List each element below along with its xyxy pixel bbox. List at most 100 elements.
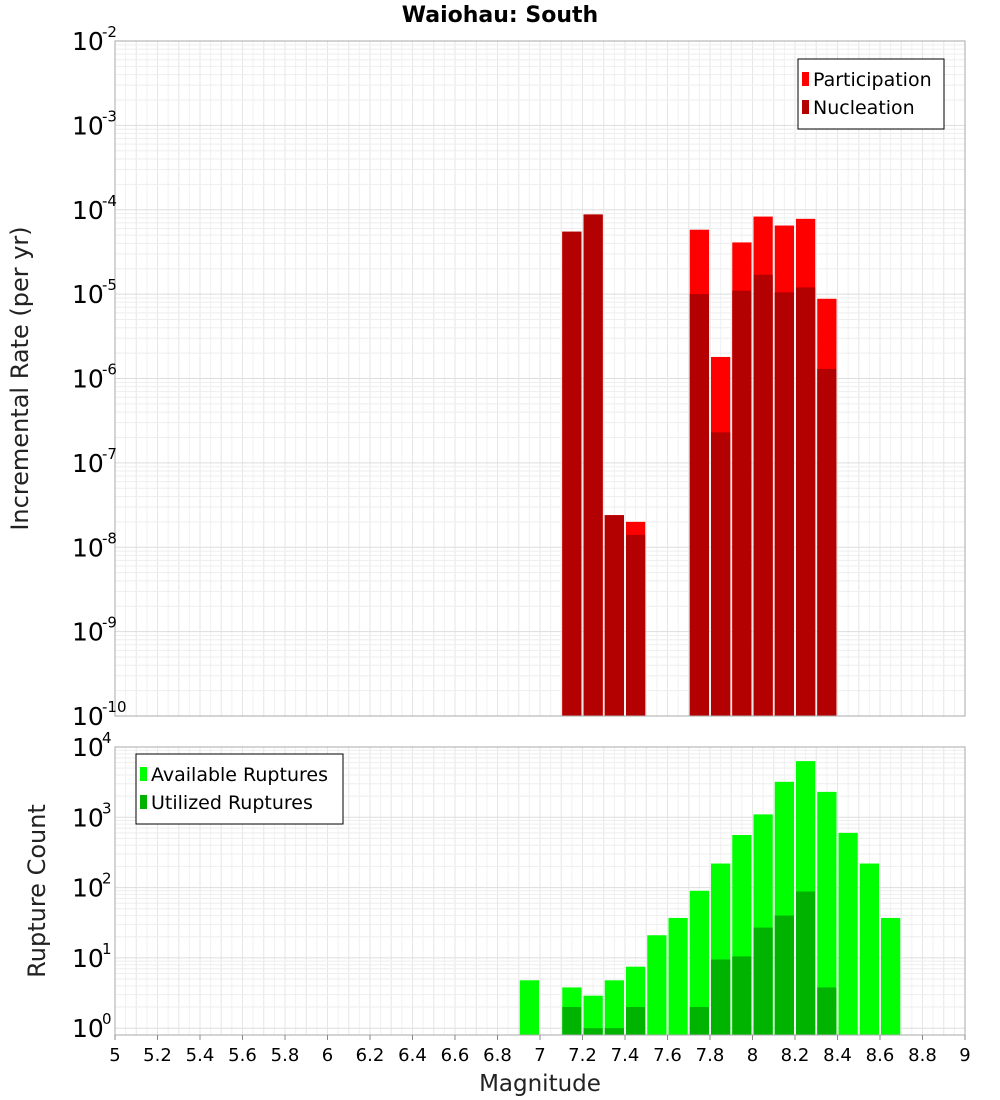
x-tick-label: 8.8 [908, 1045, 937, 1066]
top-bars [562, 214, 837, 717]
top-plot-frame [114, 40, 966, 717]
y-tick-label: 10 [72, 733, 104, 762]
y-tick-label: 10 [72, 618, 104, 647]
y-tick-exponent: -10 [102, 698, 127, 716]
bar-utilized-ruptures [796, 891, 816, 1035]
bar-available-ruptures [647, 935, 667, 1035]
chart-title: Waiohau: South [402, 3, 598, 28]
x-tick-label: 7 [534, 1045, 545, 1066]
bar-available-ruptures [881, 917, 901, 1035]
bar-nucleation [626, 534, 646, 716]
legend-swatch [140, 795, 147, 809]
y-tick-exponent: -2 [102, 23, 117, 41]
y-tick-exponent: -8 [102, 529, 117, 547]
legend-label: Utilized Ruptures [151, 792, 313, 814]
bar-available-ruptures [838, 832, 858, 1035]
x-axis-label: Magnitude [479, 1071, 601, 1097]
y-tick-exponent: 1 [102, 940, 112, 958]
y-tick-exponent: 2 [102, 870, 112, 888]
bar-available-ruptures [859, 863, 879, 1035]
bar-available-ruptures [604, 980, 624, 1035]
legend-swatch [802, 100, 809, 114]
bar-nucleation [604, 515, 624, 716]
top-legend: Participation Nucleation [797, 58, 945, 130]
y-tick-label: 10 [72, 27, 104, 56]
x-tick-label: 7.8 [696, 1045, 725, 1066]
legend-label: Participation [813, 69, 932, 91]
x-tick-label: 8.6 [866, 1045, 895, 1066]
legend-box [797, 58, 945, 130]
y-tick-label: 10 [72, 803, 104, 832]
bar-available-ruptures [583, 995, 603, 1035]
legend-label: Available Ruptures [151, 764, 328, 786]
bar-utilized-ruptures [583, 1028, 603, 1035]
bar-nucleation [774, 292, 794, 716]
y-tick-exponent: 0 [102, 1010, 112, 1028]
legend-label: Nucleation [813, 97, 915, 119]
x-tick-label: 7.6 [653, 1045, 682, 1066]
y-tick-label: 10 [72, 533, 104, 562]
x-tick-label: 8.2 [781, 1045, 810, 1066]
top-y-axis-label: Incremental Rate (per yr) [6, 226, 34, 530]
bar-utilized-ruptures [732, 956, 752, 1035]
bar-nucleation [562, 231, 582, 716]
bar-available-ruptures [519, 980, 539, 1035]
x-tick-label: 7.2 [568, 1045, 597, 1066]
x-tick-label: 5.6 [228, 1045, 257, 1066]
x-tick-label: 6.2 [356, 1045, 385, 1066]
bar-available-ruptures [689, 890, 709, 1035]
x-tick-label: 7.4 [611, 1045, 640, 1066]
bar-utilized-ruptures [689, 1007, 709, 1035]
y-tick-exponent: -4 [102, 192, 117, 210]
bar-utilized-ruptures [774, 915, 794, 1035]
y-tick-exponent: -7 [102, 445, 117, 463]
bottom-legend: Available Ruptures Utilized Ruptures [135, 753, 344, 825]
bar-nucleation [711, 432, 731, 716]
x-tick-label: 9 [959, 1045, 970, 1066]
y-tick-exponent: -5 [102, 276, 117, 294]
x-tick-label: 6 [322, 1045, 333, 1066]
top-grid [114, 41, 966, 717]
y-tick-label: 10 [72, 196, 104, 225]
y-tick-exponent: -9 [102, 614, 117, 632]
x-tick-label: 5.4 [186, 1045, 215, 1066]
x-tick-label: 6.6 [441, 1045, 470, 1066]
bar-nucleation [689, 294, 709, 716]
bottom-bars [519, 761, 901, 1035]
bar-nucleation [732, 290, 752, 716]
x-tick-label: 8.4 [823, 1045, 852, 1066]
x-tick-label: 5.8 [271, 1045, 300, 1066]
x-ticks: 5 5.2 5.4 5.6 5.8 6 6.2 6.4 6.6 6.8 7 7.2 7.4 7.6 7.8 8… [109, 1035, 971, 1066]
bar-utilized-ruptures [753, 927, 773, 1035]
y-tick-label: 10 [72, 702, 104, 731]
x-tick-label: 5 [109, 1045, 120, 1066]
x-tick-label: 6.4 [398, 1045, 427, 1066]
y-tick-exponent: -3 [102, 107, 117, 125]
y-tick-exponent: -6 [102, 361, 117, 379]
y-tick-label: 10 [72, 1014, 104, 1043]
legend-swatch [140, 767, 147, 781]
bar-utilized-ruptures [562, 1007, 582, 1035]
bar-nucleation [817, 368, 837, 716]
y-tick-exponent: 4 [102, 729, 112, 747]
x-tick-label: 8 [747, 1045, 758, 1066]
legend-swatch [802, 72, 809, 86]
bar-utilized-ruptures [817, 987, 837, 1035]
y-tick-label: 10 [72, 449, 104, 478]
y-tick-exponent: 3 [102, 799, 112, 817]
bar-nucleation [583, 214, 603, 717]
legend-box [135, 753, 344, 825]
bar-nucleation [796, 287, 816, 716]
y-tick-label: 10 [72, 944, 104, 973]
y-tick-label: 10 [72, 280, 104, 309]
bar-utilized-ruptures [626, 1007, 646, 1035]
x-tick-label: 6.8 [483, 1045, 512, 1066]
y-tick-label: 10 [72, 874, 104, 903]
bar-available-ruptures [817, 791, 837, 1035]
bottom-y-axis-label: Rupture Count [23, 804, 51, 978]
y-tick-label: 10 [72, 111, 104, 140]
bar-available-ruptures [668, 917, 688, 1035]
